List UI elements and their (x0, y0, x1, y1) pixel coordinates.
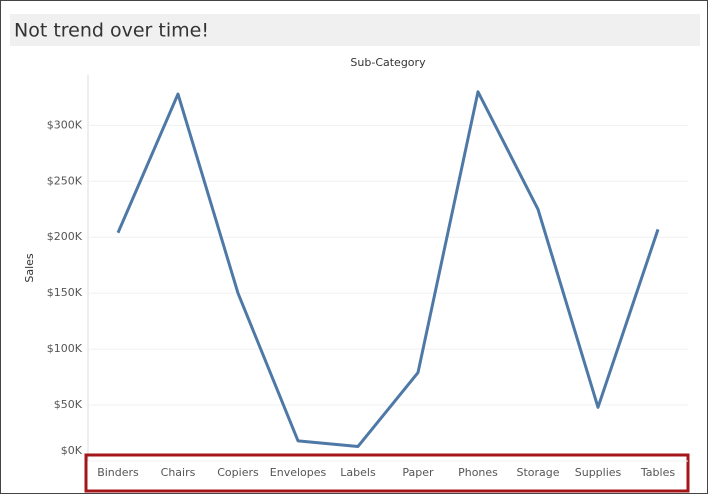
x-tick-label: Copiers (217, 466, 259, 479)
x-header: Sub-Category (350, 56, 426, 69)
chart-title: Not trend over time! (14, 20, 209, 42)
y-tick-label: $100K (47, 342, 83, 355)
y-tick-label: $200K (47, 230, 83, 243)
x-tick-label: Binders (97, 466, 139, 479)
y-tick-label: $150K (47, 286, 83, 299)
y-tick-label: $300K (47, 118, 83, 131)
x-tick-label: Storage (516, 466, 559, 479)
y-axis-title: Sales (23, 253, 36, 283)
x-tick-label: Tables (640, 466, 675, 479)
x-tick-label: Envelopes (270, 466, 327, 479)
line (116, 90, 660, 448)
y-tick-label: $250K (47, 174, 83, 187)
y-tick-label: $0K (61, 444, 83, 457)
x-tick-label: Paper (402, 466, 434, 479)
x-tick-label: Supplies (575, 466, 622, 479)
x-tick-label: Chairs (161, 466, 196, 479)
highlight-box (84, 453, 690, 493)
x-tick-label: Phones (458, 466, 498, 479)
title-bar (10, 14, 700, 46)
x-tick-label: Labels (340, 466, 376, 479)
y-tick-label: $50K (54, 398, 83, 411)
